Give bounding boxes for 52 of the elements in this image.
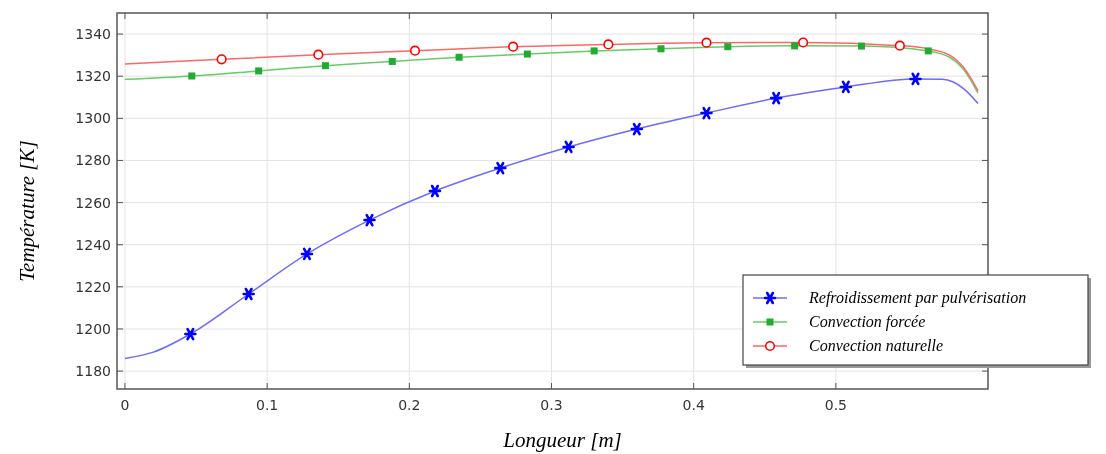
point <box>409 45 421 56</box>
point <box>242 287 255 301</box>
point <box>791 42 799 50</box>
y-tick-label: 1200 <box>75 320 111 337</box>
point <box>428 184 442 198</box>
point <box>494 161 507 175</box>
point <box>216 54 227 65</box>
point <box>321 62 329 70</box>
point <box>798 37 809 48</box>
y-tick-label: 1280 <box>75 152 111 169</box>
x-tick-label: 0.5 <box>824 397 847 413</box>
legend-label: Convection naturelle <box>809 337 944 354</box>
point <box>363 213 376 227</box>
point <box>769 91 783 105</box>
y-tick-label: 1240 <box>75 236 111 253</box>
y-tick-label: 1260 <box>75 194 111 211</box>
x-tick-label: 0.4 <box>682 397 705 413</box>
point <box>300 247 314 261</box>
point <box>630 122 644 136</box>
point <box>839 80 853 94</box>
y-tick-label: 1300 <box>75 110 111 127</box>
point <box>590 47 598 55</box>
point <box>523 50 531 58</box>
x-tick-label: 0.3 <box>540 397 563 413</box>
point <box>508 41 519 52</box>
x-axis-title: Longueur [m] <box>502 428 622 452</box>
y-tick-label: 1180 <box>75 363 111 380</box>
y-tick-label: 1220 <box>75 278 111 295</box>
point <box>313 49 324 60</box>
point <box>657 45 665 53</box>
point <box>388 57 396 65</box>
point <box>455 53 463 61</box>
y-tick-label: 1340 <box>75 26 111 43</box>
point <box>255 67 263 75</box>
legend-label: Convection forcée <box>809 313 926 331</box>
x-tick-label: 0.2 <box>398 397 421 413</box>
point <box>894 40 905 51</box>
point <box>184 327 197 341</box>
point <box>857 42 865 50</box>
point <box>924 47 932 55</box>
point <box>562 140 575 154</box>
x-tick-label: 0.1 <box>256 397 279 413</box>
point <box>188 72 196 80</box>
y-axis-title: Température [K] <box>15 140 39 282</box>
point <box>724 43 732 51</box>
point <box>603 39 614 50</box>
point <box>700 106 713 120</box>
point <box>909 72 922 86</box>
y-tick-label: 1320 <box>75 68 111 85</box>
legend-label: Refroidissement par pulvérisation <box>808 289 1027 307</box>
x-tick-label: 0 <box>120 397 130 413</box>
point <box>701 37 712 48</box>
